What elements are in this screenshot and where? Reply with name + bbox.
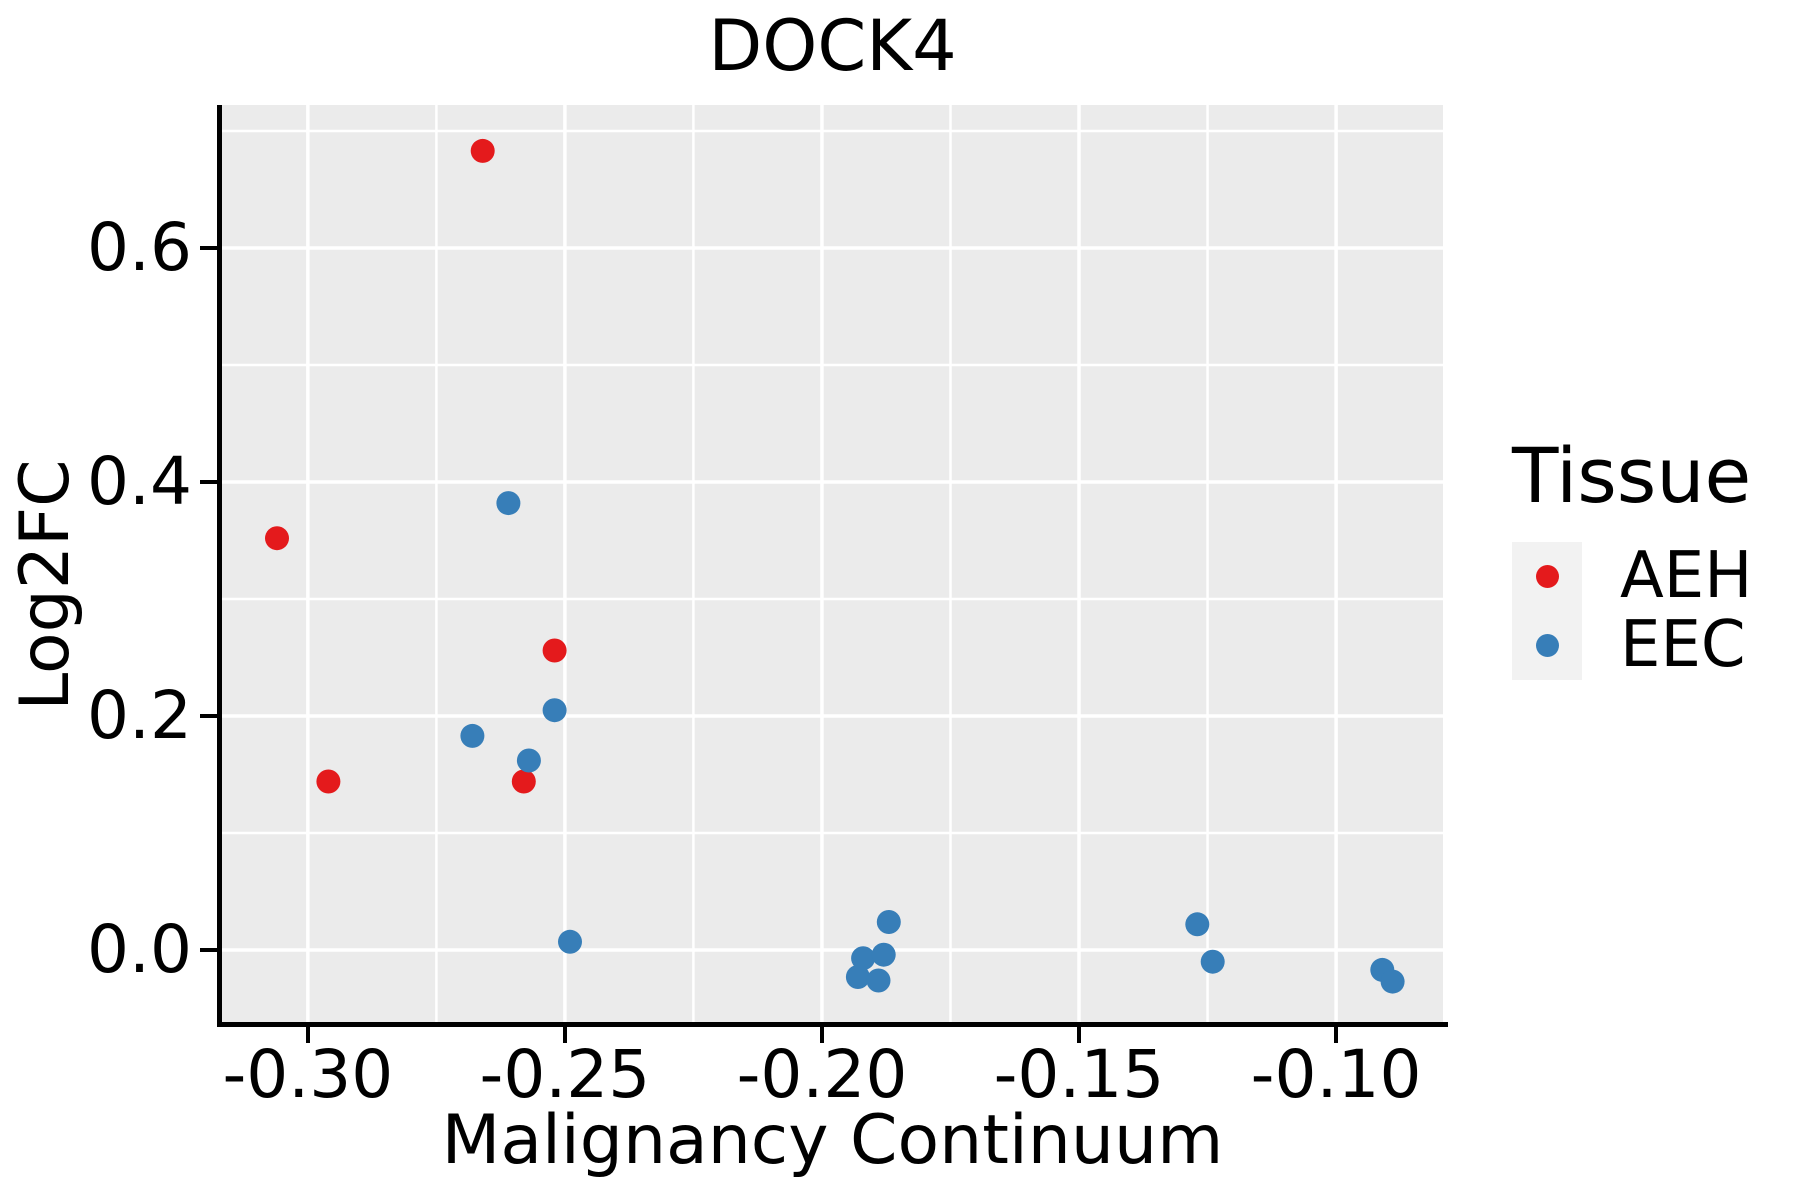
data-point-eec	[866, 968, 891, 993]
x-axis-line	[217, 1022, 1448, 1027]
plot-panel	[222, 105, 1443, 1022]
data-point-eec	[876, 910, 901, 934]
legend-key	[1512, 542, 1582, 611]
data-point-aeh	[470, 138, 495, 163]
y-tick-mark	[200, 480, 217, 484]
data-point-eec	[1200, 949, 1225, 974]
y-tick-mark	[200, 714, 217, 719]
legend-dot-icon	[1536, 565, 1559, 588]
y-tick-label: 0.4	[87, 443, 192, 520]
legend-label: EEC	[1620, 608, 1746, 682]
x-tick-label: -0.10	[1250, 1036, 1422, 1113]
legend-title: Tissue	[1512, 431, 1752, 520]
y-axis-title: Log2FC	[6, 459, 85, 711]
legend-row-eec: EEC	[1512, 611, 1752, 680]
y-tick-mark	[200, 245, 217, 250]
y-tick-label: 0.0	[87, 911, 192, 989]
data-point-eec	[558, 929, 582, 954]
y-tick-label: 0.6	[87, 208, 192, 286]
x-tick-label: -0.15	[993, 1036, 1165, 1113]
legend: Tissue AEH EEC	[1512, 431, 1752, 680]
y-tick-mark	[200, 948, 217, 953]
data-point-eec	[845, 965, 870, 989]
x-tick-label: -0.25	[479, 1036, 651, 1113]
data-point-eec	[516, 748, 541, 773]
x-tick-mark	[305, 1026, 310, 1043]
data-point-eec	[871, 942, 896, 967]
x-tick-mark	[1077, 1026, 1081, 1043]
x-tick-mark	[819, 1026, 824, 1043]
data-point-eec	[851, 946, 876, 971]
data-point-aeh	[265, 526, 289, 551]
x-tick-label: -0.30	[222, 1036, 394, 1113]
plot-area-svg	[222, 105, 1443, 1022]
x-tick-mark	[1334, 1026, 1339, 1043]
legend-rows: AEH EEC	[1512, 542, 1752, 680]
legend-key	[1512, 611, 1582, 680]
x-axis-title: Malignancy Continuum	[441, 1101, 1224, 1180]
x-tick-label: -0.20	[736, 1036, 908, 1113]
legend-dot-icon	[1536, 634, 1559, 657]
data-point-aeh	[542, 638, 567, 663]
plot-title: DOCK4	[708, 5, 957, 87]
y-axis-line	[217, 105, 222, 1027]
data-point-eec	[1380, 969, 1405, 994]
data-point-eec	[542, 698, 567, 723]
y-tick-label: 0.2	[87, 677, 192, 755]
data-point-aeh	[316, 769, 341, 794]
data-point-aeh	[511, 769, 536, 794]
data-point-eec	[460, 723, 485, 748]
data-point-eec	[1185, 912, 1210, 937]
data-point-eec	[496, 491, 521, 516]
x-tick-mark	[562, 1026, 567, 1043]
legend-row-aeh: AEH	[1512, 542, 1752, 611]
legend-label: AEH	[1620, 539, 1753, 613]
